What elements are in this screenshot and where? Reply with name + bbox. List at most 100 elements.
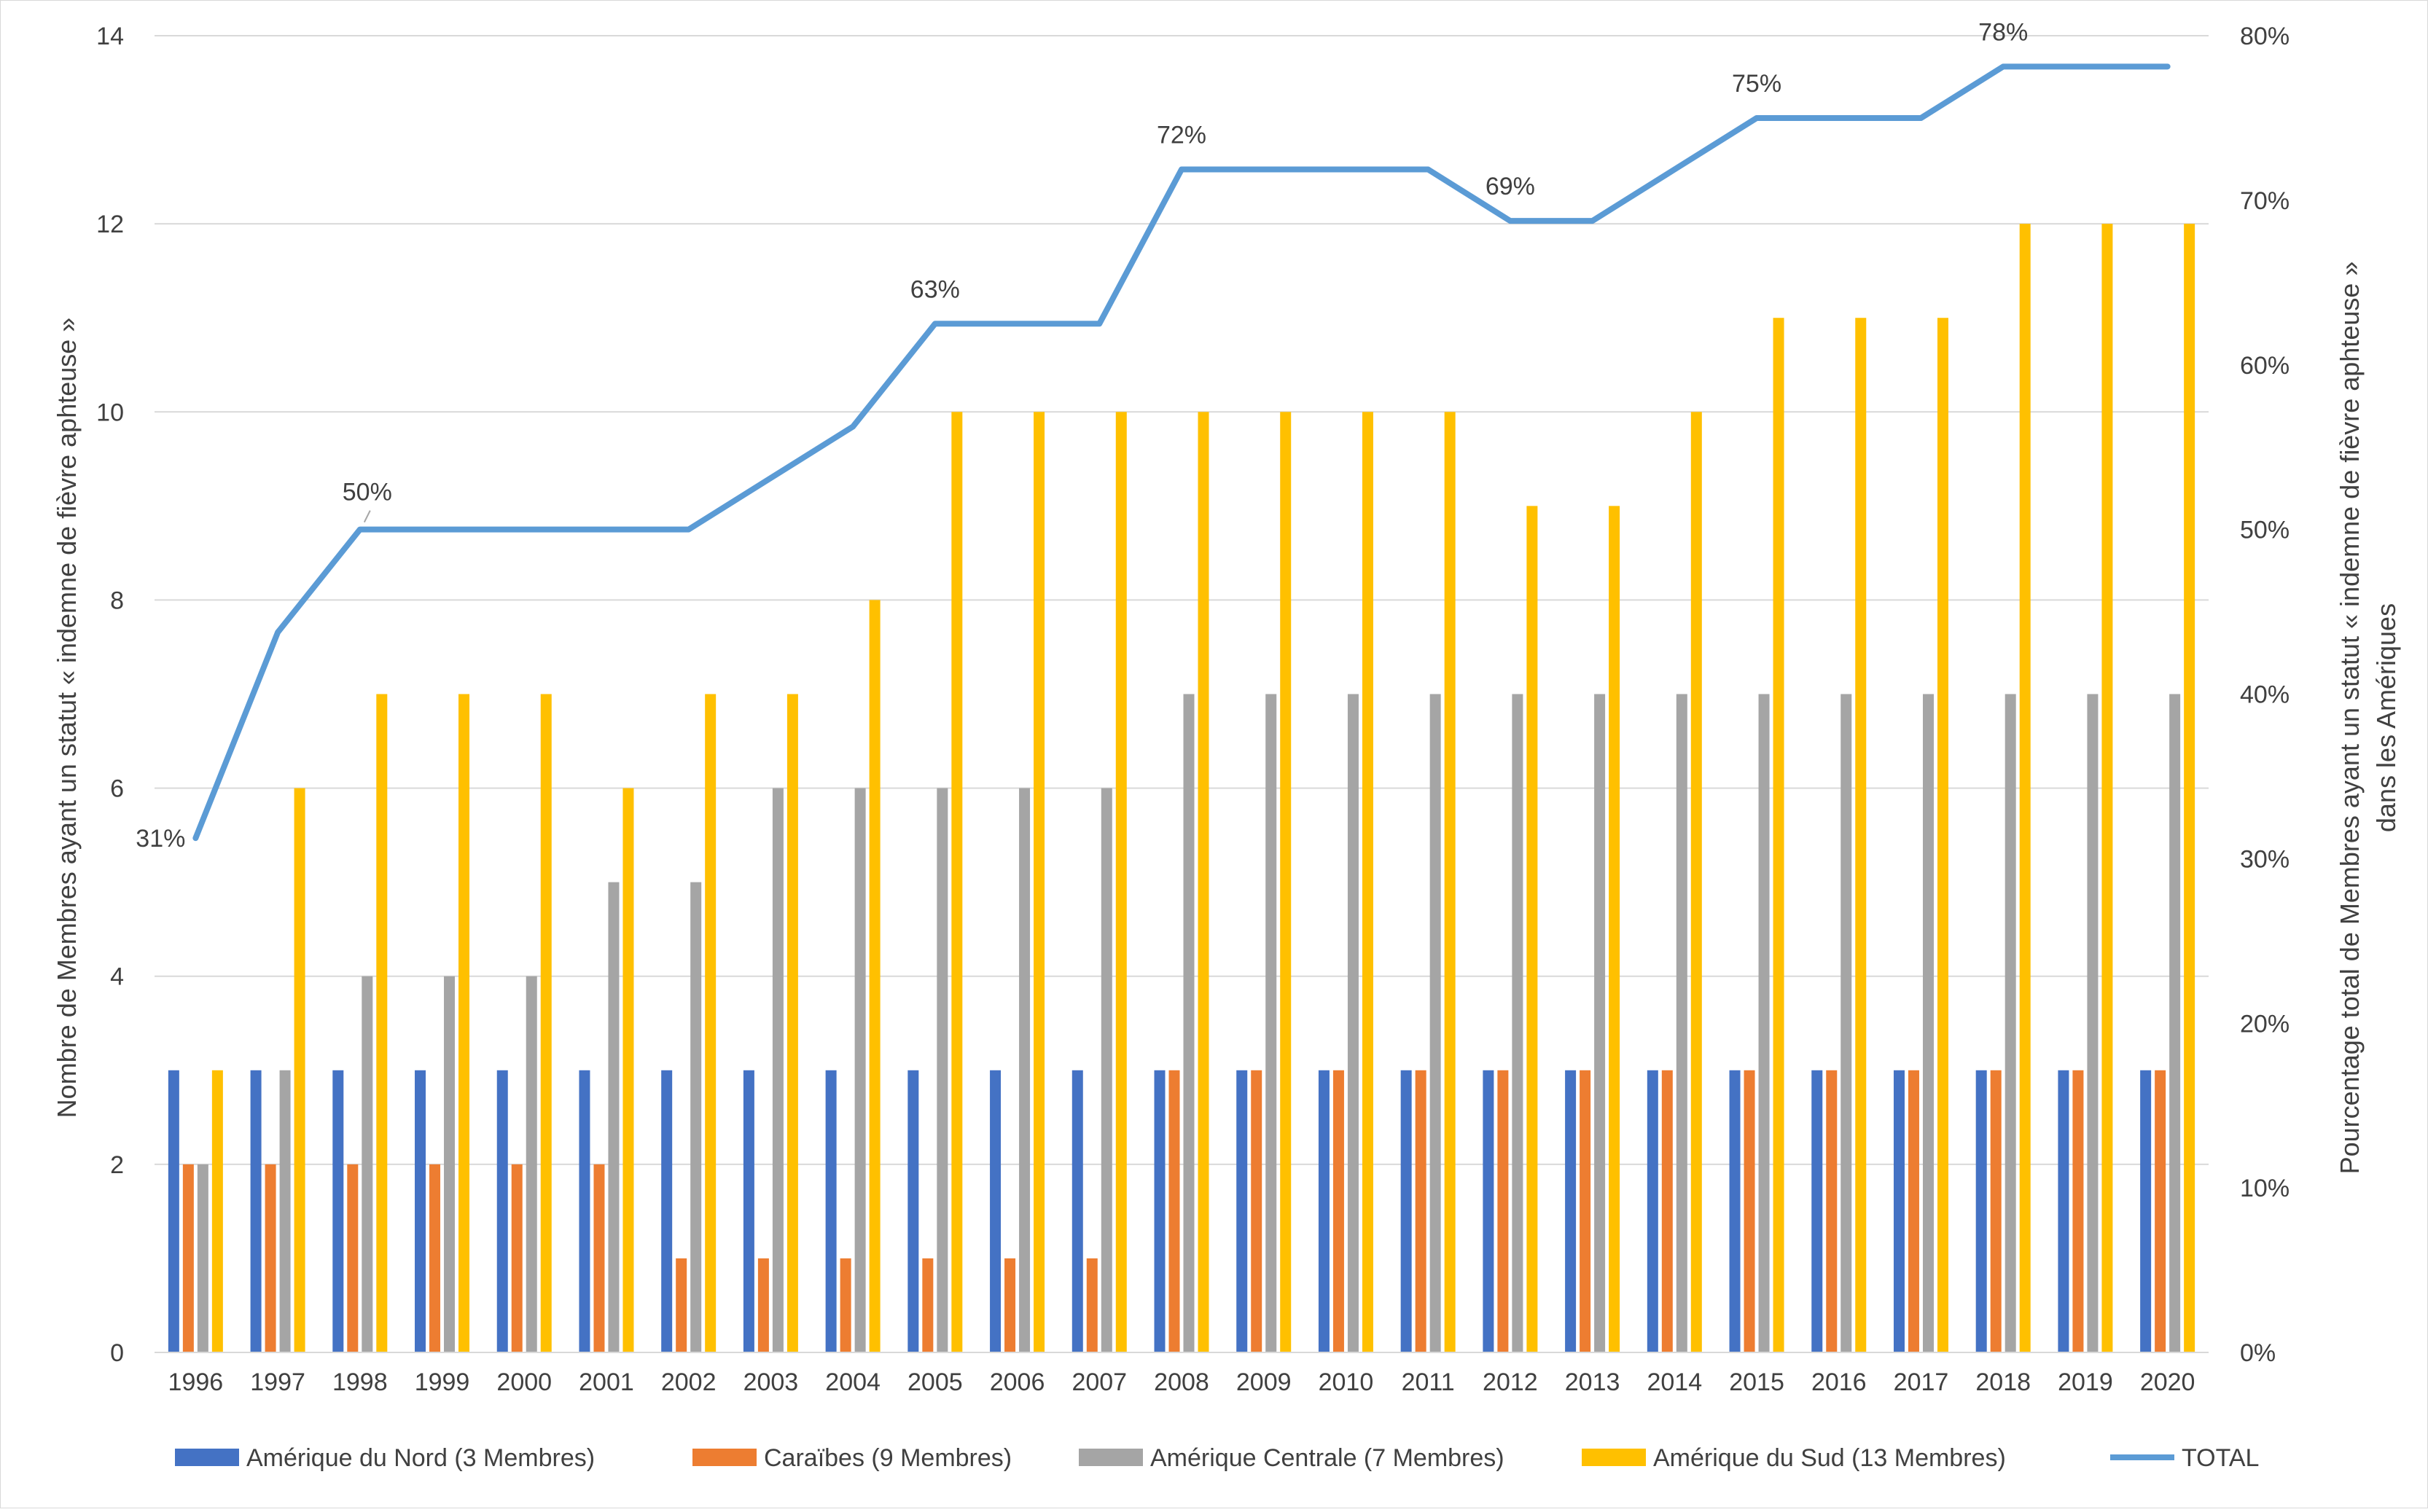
legend-swatch	[1079, 1449, 1143, 1466]
y-tick-label: 2	[110, 1151, 124, 1179]
bar	[1647, 1070, 1658, 1352]
x-tick-label: 2009	[1236, 1368, 1292, 1396]
bar	[786, 694, 798, 1352]
bar	[1019, 788, 1031, 1352]
bar	[250, 1070, 262, 1352]
bar	[1086, 1258, 1098, 1352]
bar	[458, 694, 470, 1352]
y2-tick-label: 30%	[2240, 845, 2290, 873]
bar	[1893, 1070, 1905, 1352]
bar	[415, 1070, 426, 1352]
bar	[1265, 694, 1277, 1352]
legend-label: Amérique Centrale (7 Membres)	[1150, 1444, 1504, 1472]
x-tick-label: 2015	[1729, 1368, 1784, 1396]
bar	[676, 1258, 687, 1352]
x-tick-label: 2008	[1154, 1368, 1209, 1396]
y2-tick-label: 80%	[2240, 23, 2290, 50]
bar	[2155, 1070, 2166, 1352]
bars	[168, 224, 2195, 1353]
bar	[990, 1070, 1002, 1352]
total-line-path	[192, 63, 2171, 842]
bar	[593, 1164, 605, 1352]
axes: 0 2 4 6 8 10 12 14 0% 10% 20% 30% 40% 50% 60% 70% 80% 199…	[96, 23, 2290, 1396]
x-tick-label: 1996	[168, 1368, 224, 1396]
x-tick-label: 2010	[1319, 1368, 1374, 1396]
bar	[2140, 1070, 2152, 1352]
bar	[1758, 694, 1770, 1352]
gridlines	[155, 35, 2209, 1165]
bar	[1526, 506, 1538, 1352]
bar	[1676, 694, 1687, 1352]
x-tick-label: 1998	[332, 1368, 388, 1396]
bar	[705, 694, 717, 1352]
x-tick-label: 2006	[990, 1368, 1045, 1396]
bar	[1937, 318, 1948, 1352]
bar	[1594, 694, 1606, 1352]
x-tick-label: 2020	[2140, 1368, 2195, 1396]
bar	[2087, 694, 2099, 1352]
data-label-leader	[363, 510, 371, 523]
bar	[907, 1070, 919, 1352]
y2-axis-title-line-1: Pourcentage total de Membres ayant un st…	[2335, 262, 2365, 1175]
bar	[1332, 1070, 1344, 1352]
total-data-label: 63%	[910, 275, 960, 303]
bar	[1497, 1070, 1509, 1352]
y2-tick-label: 40%	[2240, 681, 2290, 709]
x-tick-label: 2013	[1565, 1368, 1620, 1396]
bar	[825, 1070, 837, 1352]
x-tick-label: 2017	[1894, 1368, 1949, 1396]
x-tick-label: 2011	[1402, 1368, 1455, 1396]
legend-label: Amérique du Nord (3 Membres)	[246, 1444, 595, 1472]
bar	[2058, 1070, 2069, 1352]
bar	[1811, 1070, 1823, 1352]
legend: Amérique du Nord (3 Membres) Caraïbes (9 …	[175, 1444, 2259, 1472]
legend-swatch	[1582, 1449, 1646, 1466]
y-tick-label: 8	[110, 587, 124, 614]
legend-label: Amérique du Sud (13 Membres)	[1653, 1444, 2006, 1472]
legend-swatch	[175, 1449, 239, 1466]
bar	[608, 882, 620, 1352]
bar	[1565, 1070, 1577, 1352]
x-tick-label: 2019	[2058, 1368, 2113, 1396]
bar	[1773, 318, 1784, 1352]
bar	[496, 1070, 508, 1352]
bar	[2005, 694, 2016, 1352]
bar	[347, 1164, 359, 1352]
bar	[622, 788, 634, 1352]
x-tick-label: 2002	[661, 1368, 717, 1396]
bar	[1347, 694, 1359, 1352]
bar	[168, 1070, 179, 1352]
bar	[2019, 224, 2031, 1353]
bar	[1990, 1070, 2002, 1352]
bar	[1609, 506, 1620, 1352]
y-tick-label: 10	[96, 399, 124, 426]
y-tick-label: 14	[96, 23, 124, 50]
bar	[526, 976, 537, 1352]
bar	[1922, 694, 1934, 1352]
x-tick-label: 1999	[415, 1368, 470, 1396]
x-tick-label: 2005	[907, 1368, 963, 1396]
bar	[1744, 1070, 1755, 1352]
bar	[1280, 412, 1292, 1353]
bar	[332, 1070, 344, 1352]
bar	[1908, 1070, 1919, 1352]
total-data-label: 69%	[1486, 173, 1535, 200]
bar	[743, 1070, 754, 1352]
y2-tick-label: 70%	[2240, 187, 2290, 215]
y-tick-label: 12	[96, 211, 124, 238]
bar	[951, 412, 963, 1353]
total-data-label: 72%	[1157, 122, 1206, 149]
total-data-label: 50%	[343, 479, 392, 506]
bar	[211, 1070, 223, 1352]
bar	[772, 788, 784, 1352]
bar	[869, 600, 881, 1352]
bar	[1154, 1070, 1166, 1352]
bar	[1429, 694, 1441, 1352]
bar	[1512, 694, 1523, 1352]
total-data-label: 75%	[1732, 70, 1781, 98]
x-tick-label: 2004	[825, 1368, 881, 1396]
bar	[1362, 412, 1373, 1353]
bar	[1661, 1070, 1673, 1352]
total-data-label: 31%	[136, 825, 185, 853]
